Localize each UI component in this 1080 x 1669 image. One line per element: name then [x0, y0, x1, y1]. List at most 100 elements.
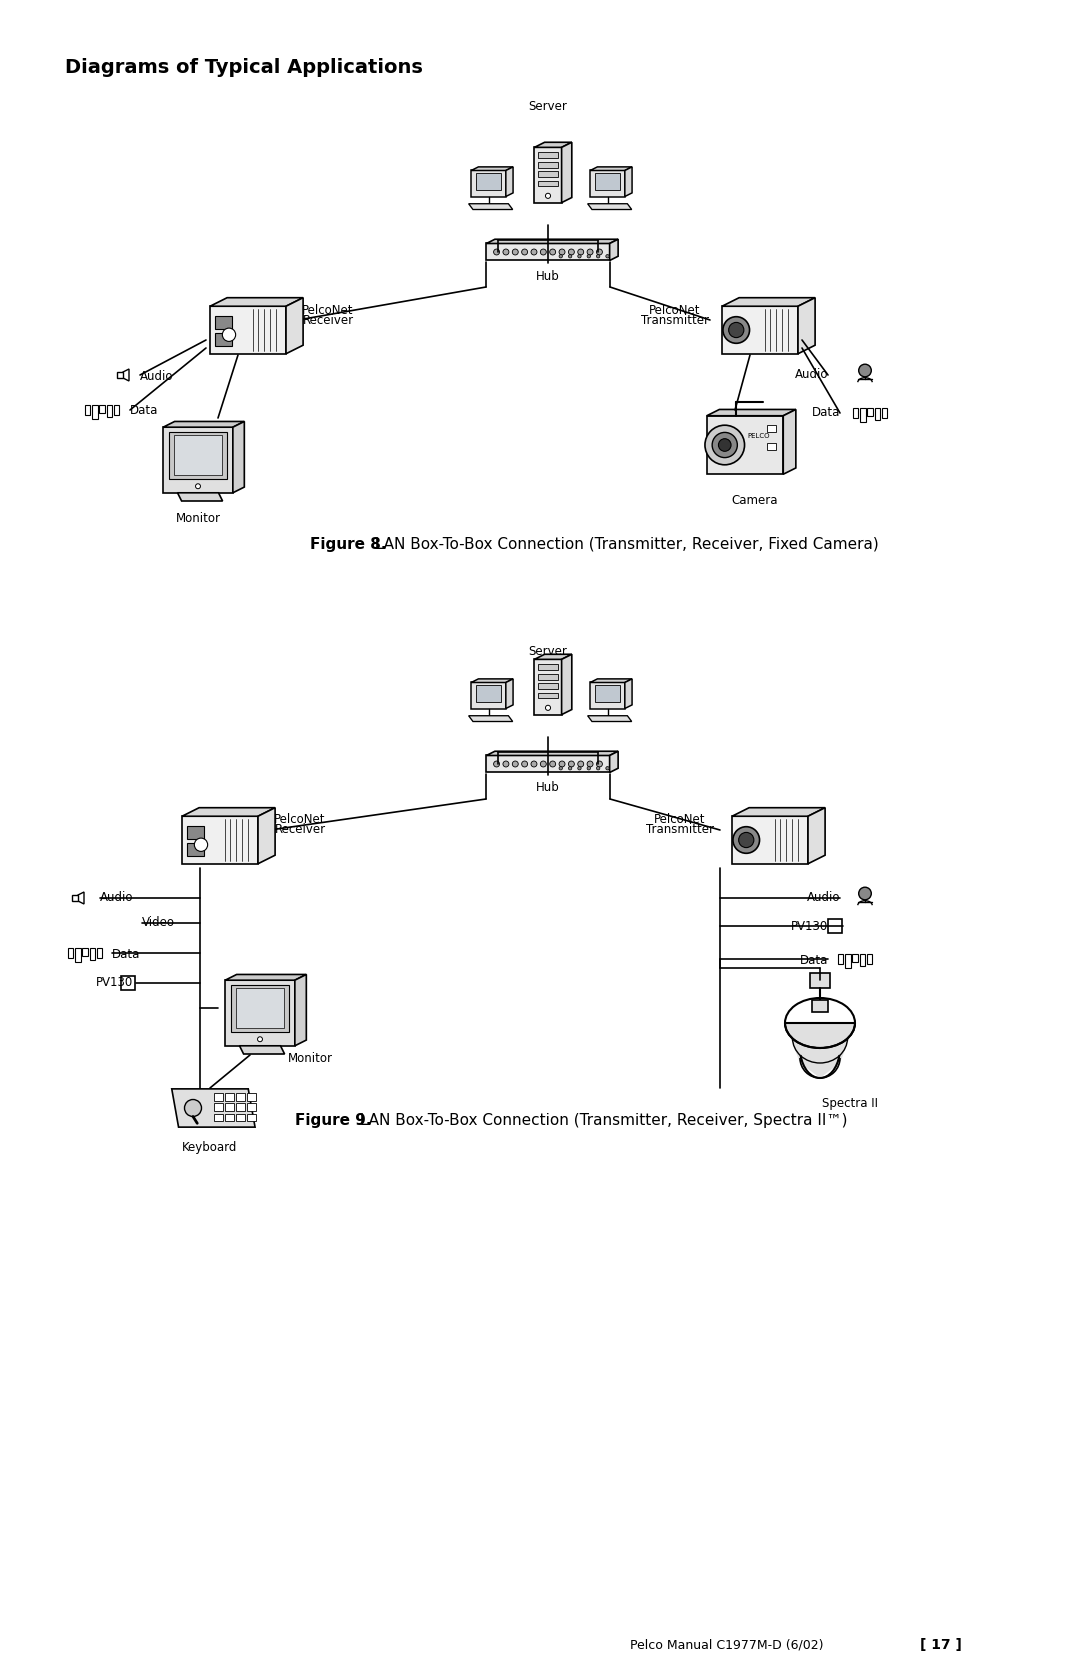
- Circle shape: [503, 761, 509, 768]
- Circle shape: [545, 194, 551, 199]
- Polygon shape: [706, 409, 796, 416]
- Circle shape: [222, 329, 235, 342]
- Text: PelcoNet: PelcoNet: [654, 813, 705, 826]
- Text: Pelco Manual C1977M-D (6/02): Pelco Manual C1977M-D (6/02): [630, 1639, 824, 1652]
- Bar: [82, 948, 87, 956]
- Polygon shape: [562, 654, 571, 714]
- Polygon shape: [286, 297, 303, 354]
- Bar: [237, 1103, 245, 1112]
- Circle shape: [540, 761, 546, 768]
- Text: Diagrams of Typical Applications: Diagrams of Typical Applications: [65, 58, 423, 77]
- Bar: [214, 1113, 222, 1122]
- Circle shape: [578, 766, 581, 769]
- Circle shape: [718, 439, 731, 451]
- Bar: [237, 1113, 245, 1122]
- Polygon shape: [723, 305, 798, 354]
- Bar: [538, 172, 558, 177]
- Polygon shape: [469, 716, 513, 721]
- Polygon shape: [625, 679, 632, 709]
- Circle shape: [194, 838, 207, 851]
- Polygon shape: [210, 305, 286, 354]
- Text: Audio: Audio: [140, 371, 174, 384]
- Text: Receiver: Receiver: [302, 314, 353, 327]
- Bar: [538, 162, 558, 169]
- Text: Monitor: Monitor: [287, 1051, 333, 1065]
- Bar: [174, 436, 222, 474]
- Bar: [214, 1093, 222, 1102]
- Bar: [117, 372, 123, 377]
- Circle shape: [733, 826, 759, 853]
- Circle shape: [494, 249, 500, 255]
- Polygon shape: [183, 808, 275, 816]
- Bar: [113, 406, 119, 416]
- Polygon shape: [535, 659, 562, 714]
- Bar: [595, 686, 620, 703]
- Circle shape: [705, 426, 744, 464]
- Circle shape: [578, 761, 583, 768]
- Polygon shape: [808, 808, 825, 865]
- Bar: [226, 1113, 233, 1122]
- Text: Monitor: Monitor: [175, 511, 220, 524]
- Polygon shape: [535, 654, 571, 659]
- Text: Spectra II: Spectra II: [822, 1097, 878, 1110]
- Circle shape: [568, 766, 571, 769]
- Text: Data: Data: [799, 953, 828, 966]
- Polygon shape: [588, 716, 632, 721]
- Bar: [838, 955, 843, 965]
- Text: Audio: Audio: [795, 369, 828, 382]
- Polygon shape: [590, 167, 632, 170]
- Polygon shape: [486, 239, 618, 244]
- Polygon shape: [295, 975, 307, 1046]
- Polygon shape: [609, 751, 618, 773]
- Polygon shape: [471, 167, 513, 170]
- Bar: [237, 1093, 245, 1102]
- Bar: [538, 683, 558, 689]
- Polygon shape: [486, 244, 609, 260]
- Text: Camera: Camera: [732, 494, 779, 506]
- Circle shape: [559, 766, 563, 769]
- Circle shape: [588, 249, 593, 255]
- Text: PelcoNet: PelcoNet: [274, 813, 326, 826]
- Polygon shape: [590, 683, 625, 709]
- Circle shape: [596, 255, 599, 259]
- Text: Audio: Audio: [807, 891, 840, 905]
- Bar: [538, 693, 558, 698]
- Polygon shape: [505, 679, 513, 709]
- Bar: [247, 1093, 256, 1102]
- Circle shape: [596, 249, 603, 255]
- Bar: [812, 1000, 828, 1011]
- Bar: [107, 406, 112, 417]
- Circle shape: [568, 249, 575, 255]
- Bar: [853, 407, 859, 417]
- Circle shape: [588, 761, 593, 768]
- Circle shape: [559, 255, 563, 259]
- Circle shape: [195, 484, 201, 489]
- Text: PELCO: PELCO: [747, 432, 770, 439]
- Circle shape: [522, 761, 528, 768]
- Bar: [68, 948, 73, 958]
- Polygon shape: [505, 167, 513, 197]
- Circle shape: [588, 255, 591, 259]
- Polygon shape: [123, 369, 129, 381]
- Circle shape: [531, 761, 537, 768]
- Polygon shape: [562, 142, 571, 202]
- Bar: [476, 174, 501, 190]
- Bar: [187, 826, 204, 840]
- Polygon shape: [225, 980, 295, 1046]
- Bar: [92, 406, 97, 419]
- Polygon shape: [625, 167, 632, 197]
- Text: [ 17 ]: [ 17 ]: [920, 1637, 962, 1652]
- Text: PV130: PV130: [96, 976, 133, 990]
- Polygon shape: [471, 683, 505, 709]
- Circle shape: [568, 761, 575, 768]
- Bar: [875, 407, 880, 421]
- Text: Receiver: Receiver: [274, 823, 325, 836]
- Bar: [226, 1103, 233, 1112]
- Polygon shape: [172, 1088, 255, 1127]
- Bar: [810, 973, 831, 988]
- Text: PelcoNet: PelcoNet: [302, 304, 354, 317]
- Polygon shape: [183, 816, 258, 865]
- Text: Hub: Hub: [536, 781, 559, 794]
- Bar: [538, 180, 558, 187]
- Text: PelcoNet: PelcoNet: [649, 304, 701, 317]
